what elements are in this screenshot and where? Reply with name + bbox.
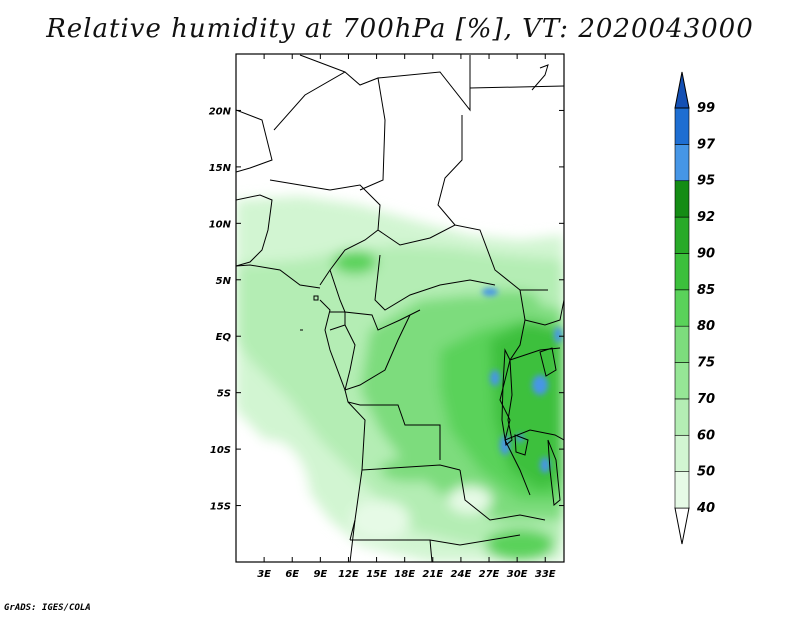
- country-borders: [236, 54, 564, 562]
- colorbar-upper-triangle: [674, 71, 690, 109]
- lat-tick-label: EQ: [216, 332, 232, 343]
- lon-tick-label: 3E: [257, 569, 271, 580]
- colorbar-label: 85: [697, 283, 715, 298]
- colorbar-label: 99: [697, 101, 715, 116]
- colorbar-box: [674, 253, 690, 291]
- colorbar-label: 80: [697, 319, 715, 334]
- colorbar-label: 50: [697, 465, 715, 480]
- grads-credit: GrADS: IGES/COLA: [4, 603, 91, 613]
- colorbar: 40 50 60 70 75 80 85 90 92 95 97 99: [674, 71, 716, 545]
- colorbar-label: 92: [697, 210, 715, 225]
- colorbar-box: [674, 471, 690, 509]
- lon-tick-label: 33E: [535, 569, 556, 580]
- map-frame: [235, 53, 565, 563]
- colorbar-box: [674, 216, 690, 254]
- lat-tick-label: 5S: [217, 389, 231, 400]
- lon-tick-label: 12E: [338, 569, 359, 580]
- colorbar-label: 60: [697, 428, 715, 443]
- latitude-axis: 20N 15N 10N 5N EQ 5S 10S 15S: [209, 106, 564, 513]
- colorbar-lower-triangle: [674, 507, 690, 545]
- lat-tick-label: 10N: [209, 219, 232, 230]
- colorbar-box: [674, 325, 690, 363]
- colorbar-label: 95: [697, 174, 715, 189]
- longitude-axis: 3E 6E 9E 12E 15E 18E 21E 24E 27E 30E 33E: [257, 54, 556, 580]
- lat-tick-label: 15N: [209, 163, 232, 174]
- lon-tick-label: 30E: [507, 569, 528, 580]
- lon-tick-label: 9E: [313, 569, 327, 580]
- colorbar-label: 90: [697, 246, 715, 261]
- lon-tick-label: 24E: [451, 569, 472, 580]
- colorbar-label: 70: [697, 392, 715, 407]
- lat-tick-label: 15S: [210, 502, 231, 513]
- colorbar-box: [674, 398, 690, 436]
- humidity-field: [236, 54, 564, 562]
- colorbar-box: [674, 107, 690, 145]
- colorbar-box: [674, 289, 690, 327]
- colorbar-box: [674, 144, 690, 182]
- colorbar-box: [674, 434, 690, 472]
- lat-tick-label: 5N: [216, 276, 232, 287]
- lon-tick-label: 15E: [366, 569, 387, 580]
- colorbar-label: 75: [697, 356, 715, 371]
- lon-tick-label: 18E: [394, 569, 415, 580]
- colorbar-label: 97: [697, 137, 716, 152]
- colorbar-label: 40: [696, 501, 715, 516]
- lon-tick-label: 21E: [422, 569, 443, 580]
- map-title: Relative humidity at 700hPa [%], VT: 202…: [46, 14, 754, 44]
- lat-tick-label: 20N: [209, 106, 232, 117]
- lat-tick-label: 10S: [210, 445, 231, 456]
- colorbar-box: [674, 362, 690, 400]
- lon-tick-label: 6E: [285, 569, 299, 580]
- colorbar-box: [674, 180, 690, 218]
- lon-tick-label: 27E: [479, 569, 500, 580]
